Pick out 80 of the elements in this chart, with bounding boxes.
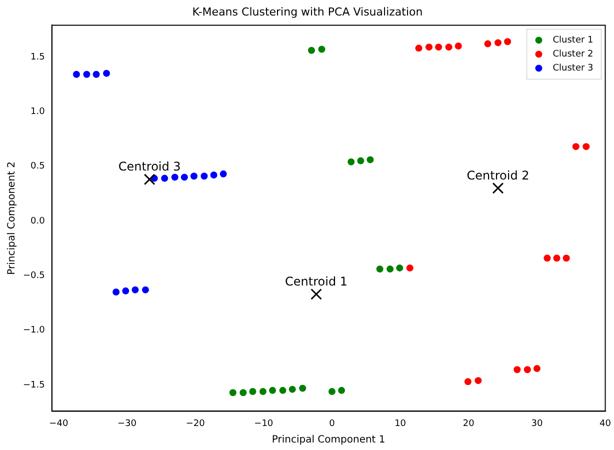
point [406, 264, 414, 272]
point [376, 266, 384, 273]
legend-label: Cluster 3 [552, 64, 594, 74]
point [348, 158, 355, 166]
point [122, 287, 130, 294]
point [533, 365, 540, 372]
point [161, 174, 168, 182]
y-tick-label: −1.5 [22, 380, 45, 390]
point [229, 389, 236, 396]
x-tick-label: −10 [254, 418, 274, 429]
point [142, 286, 149, 294]
point [426, 44, 432, 51]
point [180, 174, 188, 181]
point [112, 288, 120, 296]
point [582, 143, 590, 150]
point [562, 254, 570, 262]
point [240, 389, 247, 396]
annotation: Centroid 3 [118, 160, 181, 174]
x-tick-label: −20 [186, 418, 206, 429]
point [279, 386, 286, 394]
point [544, 254, 551, 262]
y-tick-label: −1.0 [22, 326, 46, 336]
point [474, 377, 482, 384]
point [200, 172, 208, 180]
point [318, 46, 326, 53]
x-tick-label: 10 [394, 418, 406, 429]
point [386, 266, 394, 273]
point [92, 70, 100, 78]
point [572, 143, 580, 150]
point [288, 386, 296, 393]
y-tick-label: 0.0 [30, 216, 46, 226]
point [464, 378, 472, 386]
point [357, 157, 364, 164]
x-tick-label: −30 [118, 418, 137, 429]
point [132, 286, 139, 294]
x-tick-label: 40 [600, 418, 612, 429]
point [269, 386, 276, 394]
point [83, 70, 90, 78]
point [328, 388, 336, 396]
point [504, 38, 512, 46]
y-tick-label: 1.0 [30, 106, 46, 117]
point [435, 44, 442, 51]
legend-label: Cluster 2 [552, 50, 594, 60]
y-axis-title: Principal Component 2 [6, 162, 18, 275]
x-axis-title: Principal Component 1 [272, 434, 386, 446]
point [103, 70, 110, 77]
chart-title: K-Means Clustering with PCA Visualization [192, 5, 423, 18]
point [259, 388, 266, 396]
point [553, 254, 560, 262]
point [366, 156, 374, 164]
y-tick-label: −0.5 [22, 270, 45, 281]
point [310, 288, 322, 300]
point [454, 42, 462, 50]
point [492, 182, 504, 194]
point [415, 44, 422, 52]
annotation: Centroid 2 [466, 168, 530, 182]
x-tick-label: 0 [329, 418, 336, 429]
point [338, 386, 346, 394]
point [144, 174, 156, 186]
x-tick-label: 30 [531, 418, 543, 429]
point [494, 39, 502, 46]
point [524, 366, 531, 374]
annotation: Centroid 1 [285, 274, 348, 288]
point [396, 264, 404, 272]
point [514, 366, 521, 374]
point [299, 384, 306, 392]
point [220, 170, 227, 178]
point [171, 174, 178, 181]
x-tick-label: −40 [49, 418, 68, 429]
point [445, 44, 452, 51]
y-tick-label: 0.5 [30, 162, 45, 172]
point [72, 70, 80, 78]
point [308, 46, 315, 54]
point [210, 172, 218, 179]
point [190, 172, 198, 180]
point [484, 40, 492, 48]
x-tick-label: 20 [462, 418, 475, 429]
point [249, 388, 256, 396]
legend-label: Cluster 1 [552, 36, 594, 46]
y-tick-label: 1.5 [30, 52, 45, 62]
